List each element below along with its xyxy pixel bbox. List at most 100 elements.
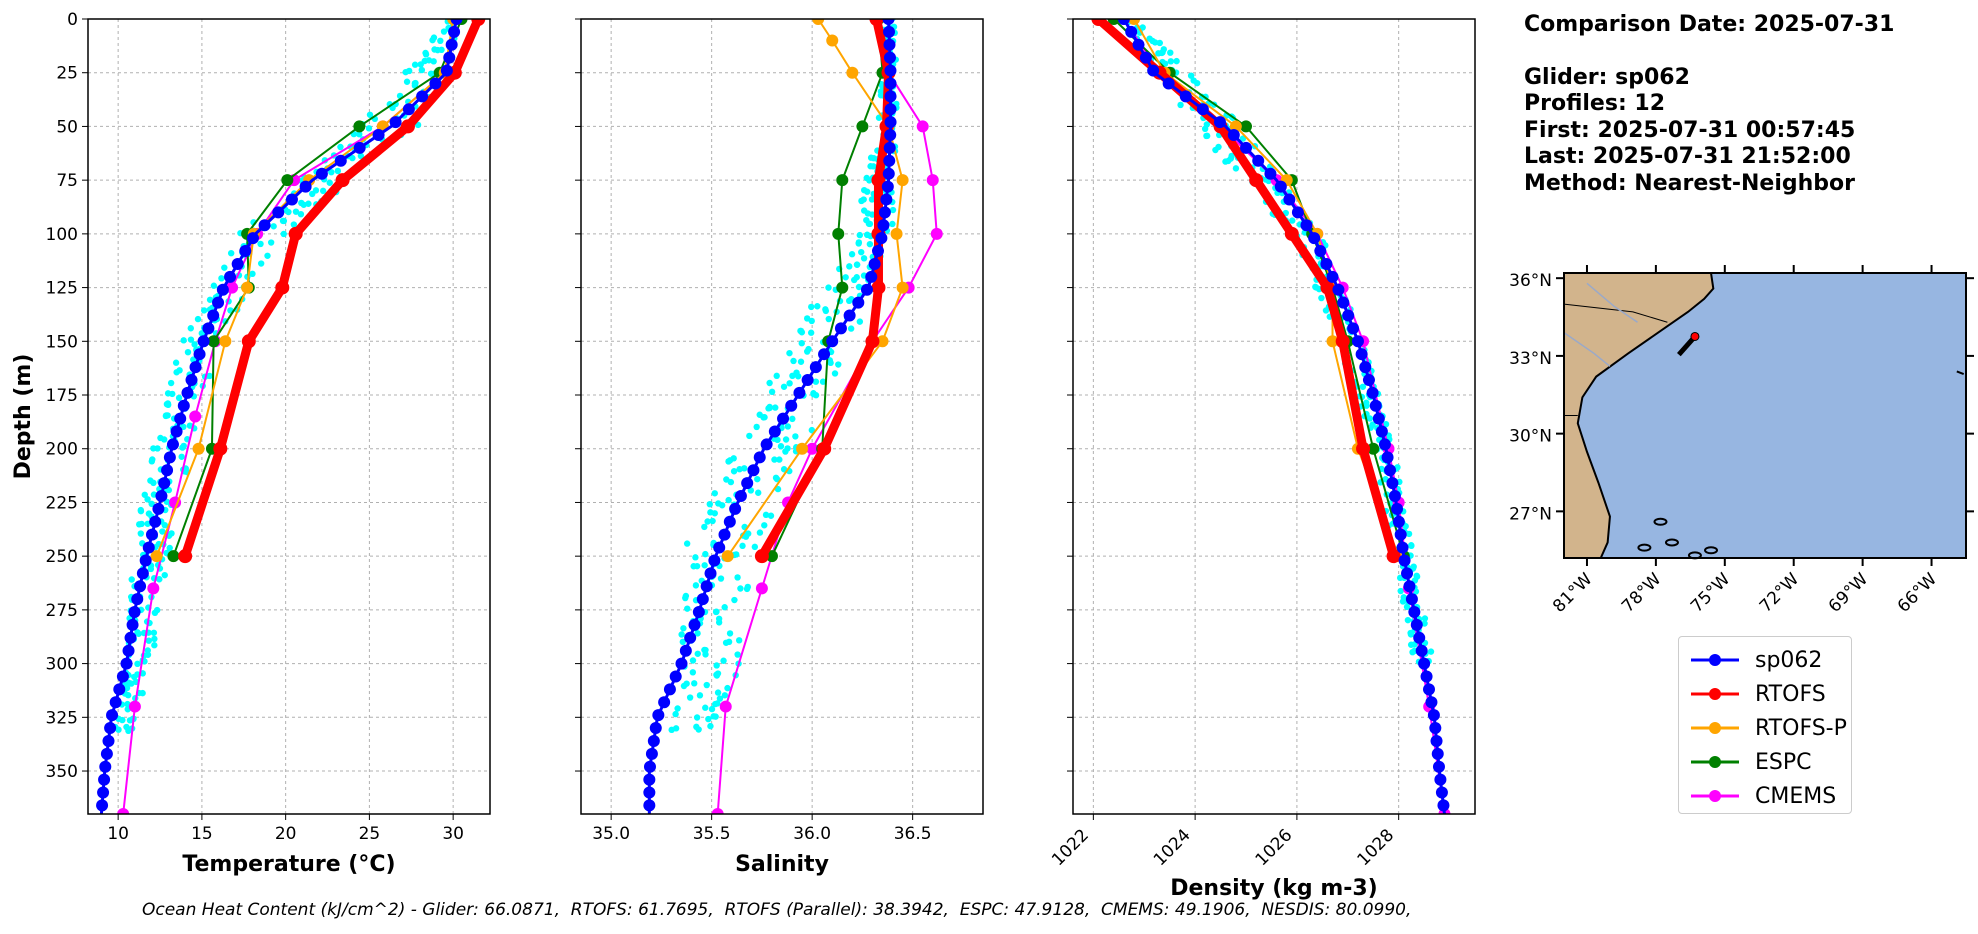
x-axis-label: Density (kg m-3) xyxy=(1170,876,1378,901)
series-point-rtofs xyxy=(865,334,880,349)
series-point-sp062 xyxy=(1326,270,1339,283)
glider-profile-point xyxy=(737,585,744,592)
series-point-sp062 xyxy=(177,399,190,412)
series-point-sp062 xyxy=(883,51,896,64)
series-point-sp062 xyxy=(1283,193,1296,206)
glider-profile-point xyxy=(1193,79,1201,87)
series-point-sp062 xyxy=(1427,709,1440,722)
x-tick-label: 20 xyxy=(275,824,297,844)
glider-profile-point xyxy=(411,61,419,68)
x-tick-label: 15 xyxy=(191,824,213,844)
glider-profile-point xyxy=(1228,152,1235,160)
series-point-rtofs-p xyxy=(150,550,163,563)
glider-profile-point xyxy=(1203,121,1211,128)
series-point-sp062 xyxy=(224,270,237,283)
series-point-sp062 xyxy=(202,322,215,335)
series-line-cmems xyxy=(1123,19,1446,814)
series-point-sp062 xyxy=(1391,502,1404,515)
series-point-sp062 xyxy=(212,296,225,309)
glider-profile-point xyxy=(739,542,746,550)
glider-profile-point xyxy=(776,456,783,463)
glider-profile-point xyxy=(689,657,697,664)
glider-profile-point xyxy=(1421,620,1428,627)
series-point-sp062 xyxy=(450,19,463,25)
glider-profile-point xyxy=(808,426,816,434)
series-point-rtofs xyxy=(178,549,193,564)
series-point-sp062 xyxy=(1362,373,1375,386)
glider-profile-point xyxy=(727,478,735,486)
glider-profile-point xyxy=(760,414,767,421)
y-tick-label: 100 xyxy=(46,225,78,245)
series-point-cmems xyxy=(226,281,239,294)
x-tick-label: 36.0 xyxy=(793,824,831,844)
series-point-sp062 xyxy=(372,129,385,142)
glider-profile-point xyxy=(1404,616,1412,624)
series-point-sp062 xyxy=(448,25,461,38)
glider-profile-point xyxy=(782,436,790,443)
series-point-sp062 xyxy=(1274,180,1287,193)
glider-profile-point xyxy=(218,275,225,282)
series-point-sp062 xyxy=(1264,167,1277,180)
glider-profile-point xyxy=(711,490,718,497)
series-point-espc xyxy=(856,120,869,133)
island xyxy=(1653,517,1668,526)
series-point-sp062 xyxy=(883,154,896,167)
glider-profile-point xyxy=(754,475,761,483)
glider-profile-point xyxy=(249,270,256,278)
y-tick-label: 250 xyxy=(46,547,78,567)
y-axis-label: Depth (m) xyxy=(11,354,36,480)
series-point-sp062 xyxy=(884,90,897,103)
x-tick-label: 30 xyxy=(442,824,464,844)
series-point-cmems xyxy=(916,120,929,133)
glider-profile-point xyxy=(264,252,271,259)
x-tick-label: 25 xyxy=(359,824,381,844)
series-point-sp062 xyxy=(1405,593,1418,606)
series-point-sp062 xyxy=(120,657,133,670)
series-point-sp062 xyxy=(684,631,697,644)
glider-profile-point xyxy=(735,637,743,644)
glider-profile-point xyxy=(684,605,691,612)
glider-profile-point xyxy=(736,465,743,473)
series-point-sp062 xyxy=(1381,451,1394,464)
legend-marker-cmems-icon xyxy=(1691,790,1739,802)
glider-profile-point xyxy=(702,550,709,558)
series-point-sp062 xyxy=(675,657,688,670)
glider-profile-point xyxy=(807,329,815,336)
glider-profile-point xyxy=(691,680,698,687)
series-line-sp062 xyxy=(99,19,458,814)
legend-label: ESPC xyxy=(1755,749,1812,775)
glider-profile-point xyxy=(267,239,275,246)
series-point-sp062 xyxy=(96,799,109,812)
glider-profile-point xyxy=(128,576,135,583)
series-point-sp062 xyxy=(100,747,113,760)
series-point-sp062 xyxy=(777,412,790,425)
series-point-cmems xyxy=(711,808,724,814)
glider-profile-point xyxy=(187,325,194,332)
y-tick-label: 350 xyxy=(46,762,78,782)
series-point-sp062 xyxy=(880,193,893,206)
series-point-sp062 xyxy=(443,51,456,64)
y-tick-label: 300 xyxy=(46,655,78,675)
series-point-sp062 xyxy=(315,167,328,180)
y-tick-label: 75 xyxy=(56,171,78,191)
glider-profile-point xyxy=(135,630,142,637)
series-point-sp062 xyxy=(692,606,705,619)
glider-profile-point xyxy=(668,726,675,734)
glider-profile-point xyxy=(319,187,327,195)
glider-profile-point xyxy=(846,263,853,270)
legend-item-espc: ESPC xyxy=(1689,745,1812,779)
lon-tick-label: 78°W xyxy=(1618,569,1665,616)
series-point-rtofs xyxy=(1356,441,1371,456)
series-point-sp062 xyxy=(793,386,806,399)
glider-profile-point xyxy=(151,635,158,643)
glider-profile-point xyxy=(134,660,141,668)
glider-profile-point xyxy=(297,210,305,218)
glider-profile-point xyxy=(790,357,797,365)
series-point-sp062 xyxy=(128,606,141,619)
series-point-sp062 xyxy=(713,541,726,554)
glider-profile-point xyxy=(290,221,298,228)
series-point-cmems xyxy=(926,174,939,187)
lat-tick-label: 27°N xyxy=(1509,504,1552,524)
glider-profile-point xyxy=(1318,294,1325,302)
series-point-sp062 xyxy=(643,786,656,799)
